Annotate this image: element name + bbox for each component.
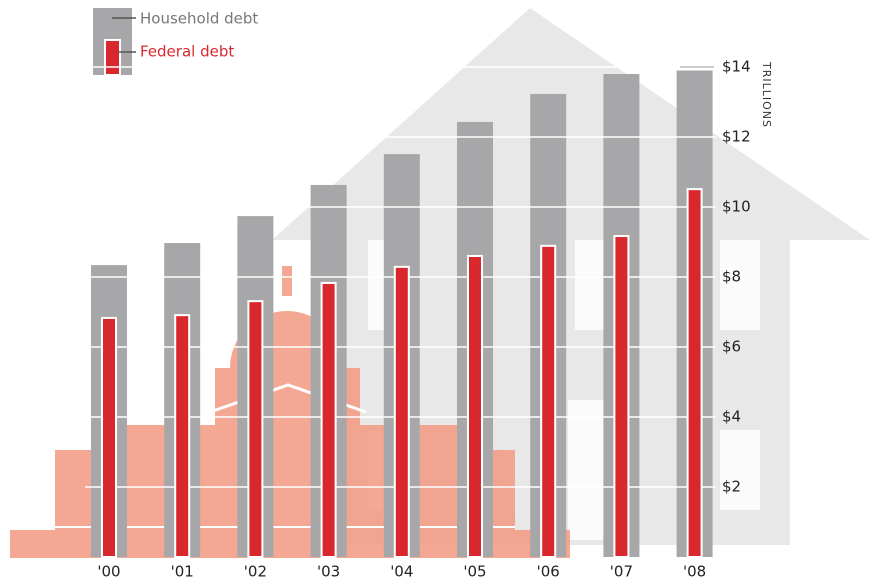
- bar: [395, 267, 409, 557]
- legend-swatch: [105, 40, 120, 75]
- bar: [102, 318, 116, 557]
- x-tick-label: '02: [244, 563, 267, 581]
- legend-label: Household debt: [140, 10, 258, 28]
- x-tick-label: '04: [390, 563, 413, 581]
- bar: [175, 315, 189, 557]
- y-tick-label: $4: [722, 408, 741, 426]
- bar: [614, 236, 628, 557]
- bar: [688, 189, 702, 557]
- bar: [541, 246, 555, 557]
- y-axis-label: TRILLIONS: [760, 61, 773, 128]
- x-tick-label: '03: [317, 563, 340, 581]
- chart: Household debt Federal debt TRILLIONS '0…: [0, 0, 881, 583]
- x-tick-label: '05: [463, 563, 486, 581]
- bar: [468, 256, 482, 557]
- y-tick-label: $8: [722, 268, 741, 286]
- y-tick-label: $14: [722, 58, 751, 76]
- x-tick-label: '06: [537, 563, 560, 581]
- y-tick-label: $2: [722, 478, 741, 496]
- bar: [248, 301, 262, 557]
- y-tick-label: $10: [722, 198, 751, 216]
- x-tick-label: '00: [97, 563, 120, 581]
- legend-label: Federal debt: [140, 43, 234, 61]
- x-tick-label: '01: [171, 563, 194, 581]
- x-tick-label: '08: [683, 563, 706, 581]
- bar: [322, 283, 336, 557]
- legend: Household debt Federal debt: [93, 8, 258, 75]
- y-tick-label: $12: [722, 128, 751, 146]
- y-tick-label: $6: [722, 338, 741, 356]
- x-tick-label: '07: [610, 563, 633, 581]
